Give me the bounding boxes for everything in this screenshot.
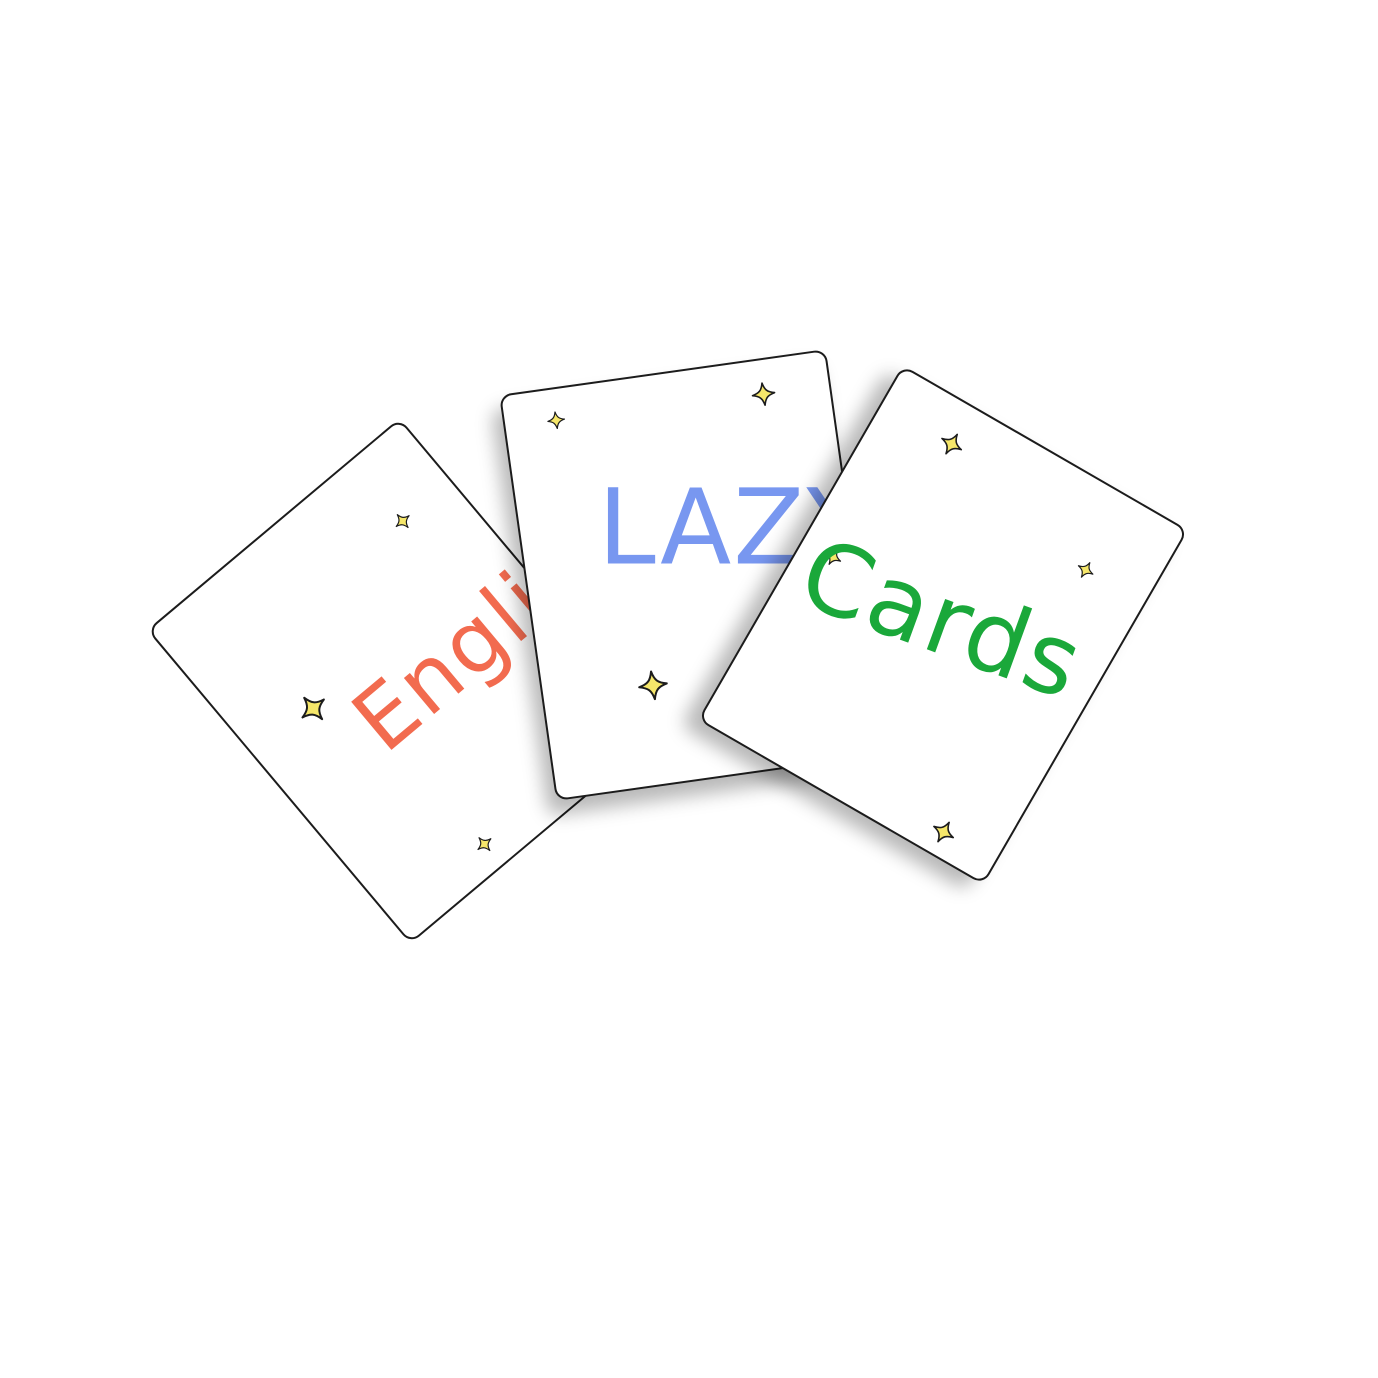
sparkle-icon [636,668,670,702]
card-lazy: LAZY [499,349,883,801]
sparkle-icon [927,816,960,849]
sparkle-icon [821,545,846,570]
card-word-cards: Cards [785,516,1098,723]
sparkle-icon [472,831,497,856]
sparkle-icon [750,381,777,408]
sparkle-icon [390,508,415,533]
sparkle-icon [1073,558,1098,583]
card-cards: Cards [697,364,1189,886]
sparkle-icon [935,428,968,461]
sparkle-icon [546,410,566,430]
sparkle-icon [292,687,334,729]
